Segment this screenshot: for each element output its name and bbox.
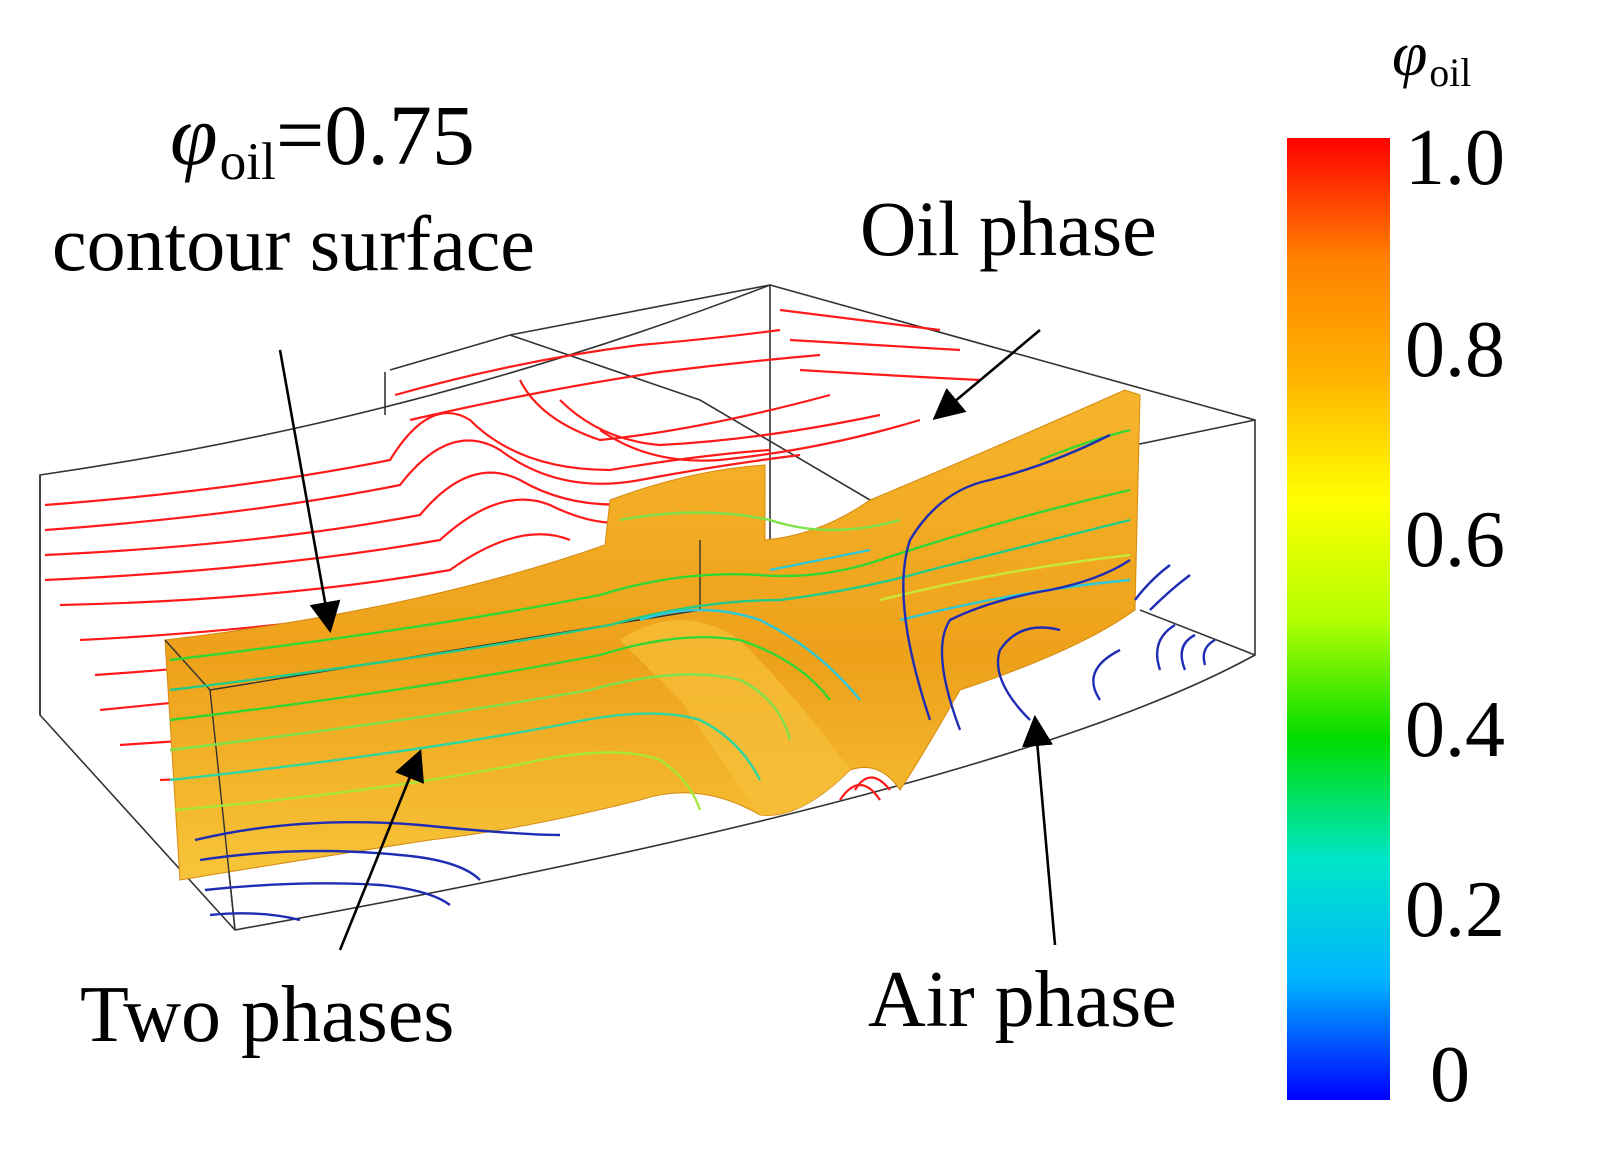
oil-phase-streamlines — [44, 308, 981, 801]
colorbar-tick-label: 0.4 — [1405, 686, 1505, 774]
oil-phase-label: Oil phase — [860, 185, 1157, 272]
colorbar-tick-label: 0.8 — [1405, 306, 1505, 394]
colorbar-tick-label: 1.0 — [1405, 114, 1505, 202]
leader-arrows — [278, 329, 1057, 951]
contour-caption-label: contour surface — [52, 200, 535, 287]
colorbar-tick-label: 0.6 — [1405, 496, 1505, 584]
two-phases-arrow — [338, 749, 424, 951]
interface-streamlines — [169, 428, 1131, 812]
contour-value-label: φoil=0.75 — [170, 87, 475, 191]
colorbar — [1287, 138, 1390, 1100]
contour-surface — [164, 389, 1141, 931]
colorbar-tick-label: 0 — [1430, 1031, 1470, 1119]
contour-arrow — [278, 349, 341, 634]
two-phases-label: Two phases — [80, 971, 455, 1059]
air-phase-label: Air phase — [868, 956, 1177, 1044]
air-phase-arrow — [1021, 714, 1057, 946]
colorbar-tick-label: 0.2 — [1405, 866, 1505, 954]
colorbar-title: φoil — [1392, 18, 1472, 96]
oil-phase-arrow — [932, 329, 1041, 421]
